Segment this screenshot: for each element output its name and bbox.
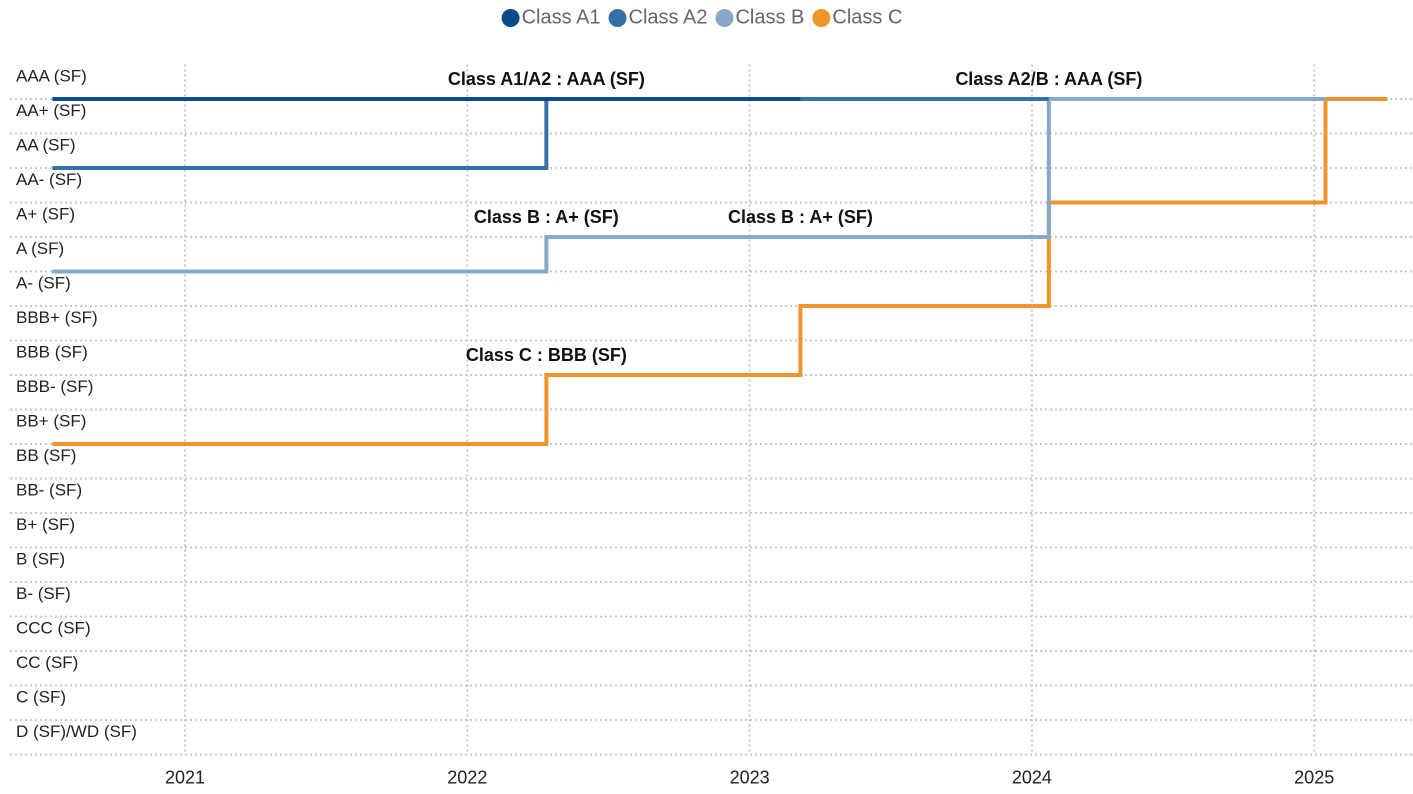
legend-marker — [501, 9, 520, 27]
step-line — [52, 97, 1388, 446]
legend: Class A1 Class A2 Class B Class C — [501, 6, 902, 28]
y-tick-label: C (SF) — [16, 687, 66, 706]
y-tick-label: AAA (SF) — [16, 66, 87, 85]
y-tick-label: A (SF) — [16, 239, 64, 258]
x-tick-label: 2021 — [165, 767, 205, 787]
y-tick-label: B+ (SF) — [16, 515, 75, 534]
y-tick-label: AA+ (SF) — [16, 101, 86, 120]
annotation: Class A2/B : AAA (SF) — [955, 69, 1142, 89]
annotation: Class A1/A2 : AAA (SF) — [448, 69, 645, 89]
annotation: Class B : A+ (SF) — [728, 207, 873, 227]
legend-label: Class C — [832, 6, 902, 28]
x-tick-label: 2025 — [1294, 767, 1334, 787]
y-tick-label: BB- (SF) — [16, 480, 82, 499]
x-tick-label: 2024 — [1012, 767, 1052, 787]
legend-label: Class A1 — [522, 6, 601, 28]
y-tick-label: AA (SF) — [16, 135, 76, 154]
legend-marker — [715, 9, 734, 27]
y-tick-label: AA- (SF) — [16, 170, 82, 189]
step-line — [52, 97, 1326, 274]
y-tick-label: BBB (SF) — [16, 342, 88, 361]
y-tick-label: A- (SF) — [16, 273, 71, 292]
y-tick-label: BBB- (SF) — [16, 377, 93, 396]
y-tick-label: CC (SF) — [16, 653, 78, 672]
legend-label: Class B — [735, 6, 804, 28]
y-tick-label: B- (SF) — [16, 584, 71, 603]
annotation: Class B : A+ (SF) — [474, 207, 619, 227]
y-tick-label: B (SF) — [16, 549, 65, 568]
x-tick-label: 2022 — [447, 767, 487, 787]
x-tick-label: 2023 — [730, 767, 770, 787]
y-tick-label: BB (SF) — [16, 446, 76, 465]
y-tick-label: BB+ (SF) — [16, 411, 86, 430]
y-tick-label: CCC (SF) — [16, 618, 91, 637]
legend-marker — [812, 9, 831, 27]
annotation: Class C : BBB (SF) — [466, 345, 627, 365]
y-tick-label: A+ (SF) — [16, 204, 75, 223]
y-tick-label: BBB+ (SF) — [16, 308, 98, 327]
y-tick-label: D (SF)/WD (SF) — [16, 722, 137, 741]
legend-label: Class A2 — [629, 6, 708, 28]
legend-marker — [608, 9, 627, 27]
